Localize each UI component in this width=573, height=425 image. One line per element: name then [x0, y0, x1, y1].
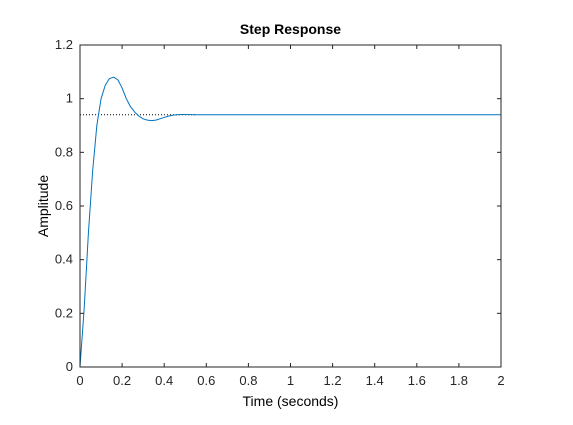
x-tick-label: 1.4 [366, 373, 384, 388]
y-tick-label: 0.8 [55, 144, 73, 159]
x-axis-label: Time (seconds) [243, 393, 339, 409]
x-tick-label: 1.8 [450, 373, 468, 388]
y-tick-label: 1 [66, 91, 73, 106]
chart-title: Step Response [240, 21, 341, 37]
x-tick-label: 0.8 [239, 373, 257, 388]
y-axis-label: Amplitude [35, 175, 51, 237]
x-tick-label: 0.4 [155, 373, 173, 388]
y-tick-label: 0.2 [55, 305, 73, 320]
x-tick-label: 0.6 [197, 373, 215, 388]
x-tick-label: 0 [76, 373, 83, 388]
series-line-0 [79, 76, 501, 368]
x-tick-label: 1.2 [324, 373, 342, 388]
x-tick-label: 0.2 [113, 373, 131, 388]
y-tick-label: 1.2 [55, 37, 73, 52]
x-tick-label: 2 [497, 373, 504, 388]
x-tick-label: 1.6 [408, 373, 426, 388]
x-tick-label: 1 [287, 373, 294, 388]
y-tick-label: 0.4 [55, 252, 73, 267]
y-tick-label: 0.6 [55, 198, 73, 213]
plot-area [80, 45, 501, 367]
y-tick-label: 0 [66, 359, 73, 374]
